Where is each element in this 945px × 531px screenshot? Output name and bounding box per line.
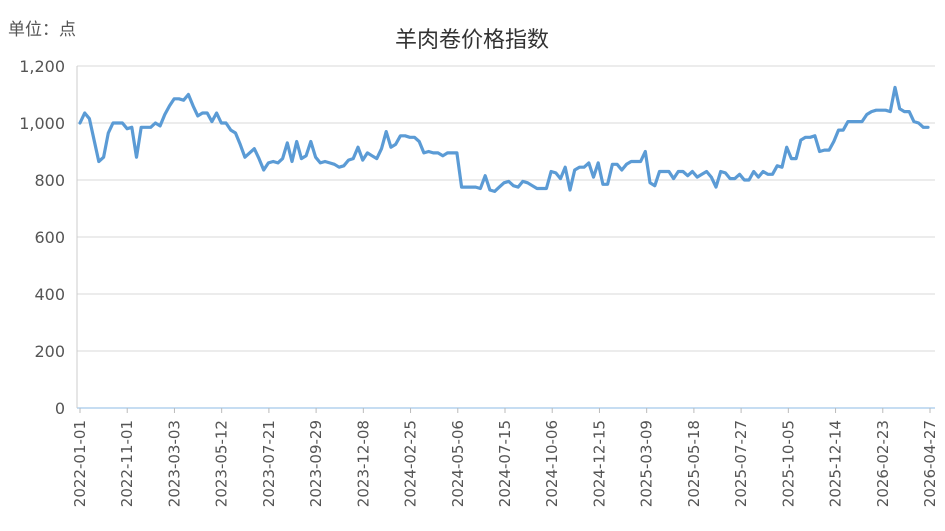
- x-tick-label: 2022-01-01: [71, 420, 89, 507]
- x-tick-label: 2025-07-27: [732, 420, 750, 507]
- x-tick-label: 2024-07-15: [496, 420, 514, 507]
- y-tick-label: 400: [34, 285, 65, 304]
- y-tick-label: 800: [34, 171, 65, 190]
- x-tick-label: 2023-09-29: [307, 420, 325, 507]
- x-tick-label: 2025-12-14: [827, 420, 845, 507]
- x-tick-label: 2024-10-06: [543, 420, 561, 507]
- gridlines: [77, 65, 935, 352]
- y-axis-ticks: 0 200 400 600 800 1,000 1,200: [19, 57, 65, 418]
- x-tick-label: 2023-07-21: [260, 420, 278, 507]
- x-tick-label: 2025-10-05: [779, 420, 797, 507]
- x-tick-label: 2022-11-01: [118, 420, 136, 507]
- x-tick-label: 2023-03-03: [165, 420, 183, 507]
- y-tick-label: 200: [34, 342, 65, 361]
- x-tick-label: 2024-12-15: [590, 420, 608, 507]
- x-axis-ticks: 2022-01-01 2022-11-01 2023-03-03 2023-05-12…: [71, 408, 939, 507]
- unit-label: 单位：点: [8, 20, 76, 40]
- x-tick-label: 2025-05-18: [685, 420, 703, 507]
- x-tick-label: 2024-05-06: [449, 420, 467, 507]
- x-tick-label: 2025-03-09: [638, 420, 656, 507]
- y-tick-label: 1,200: [19, 57, 65, 76]
- x-tick-label: 2024-02-25: [402, 420, 420, 507]
- x-tick-label: 2023-12-08: [354, 420, 372, 507]
- x-tick-label: 2026-02-23: [874, 420, 892, 507]
- y-tick-label: 600: [34, 228, 65, 247]
- chart-title: 羊肉卷价格指数: [395, 28, 549, 53]
- series-line: [78, 85, 930, 193]
- x-tick-label: 2026-04-27: [921, 420, 939, 507]
- y-tick-label: 1,000: [19, 114, 65, 133]
- y-tick-label: 0: [55, 399, 65, 418]
- x-tick-label: 2023-05-12: [213, 420, 231, 507]
